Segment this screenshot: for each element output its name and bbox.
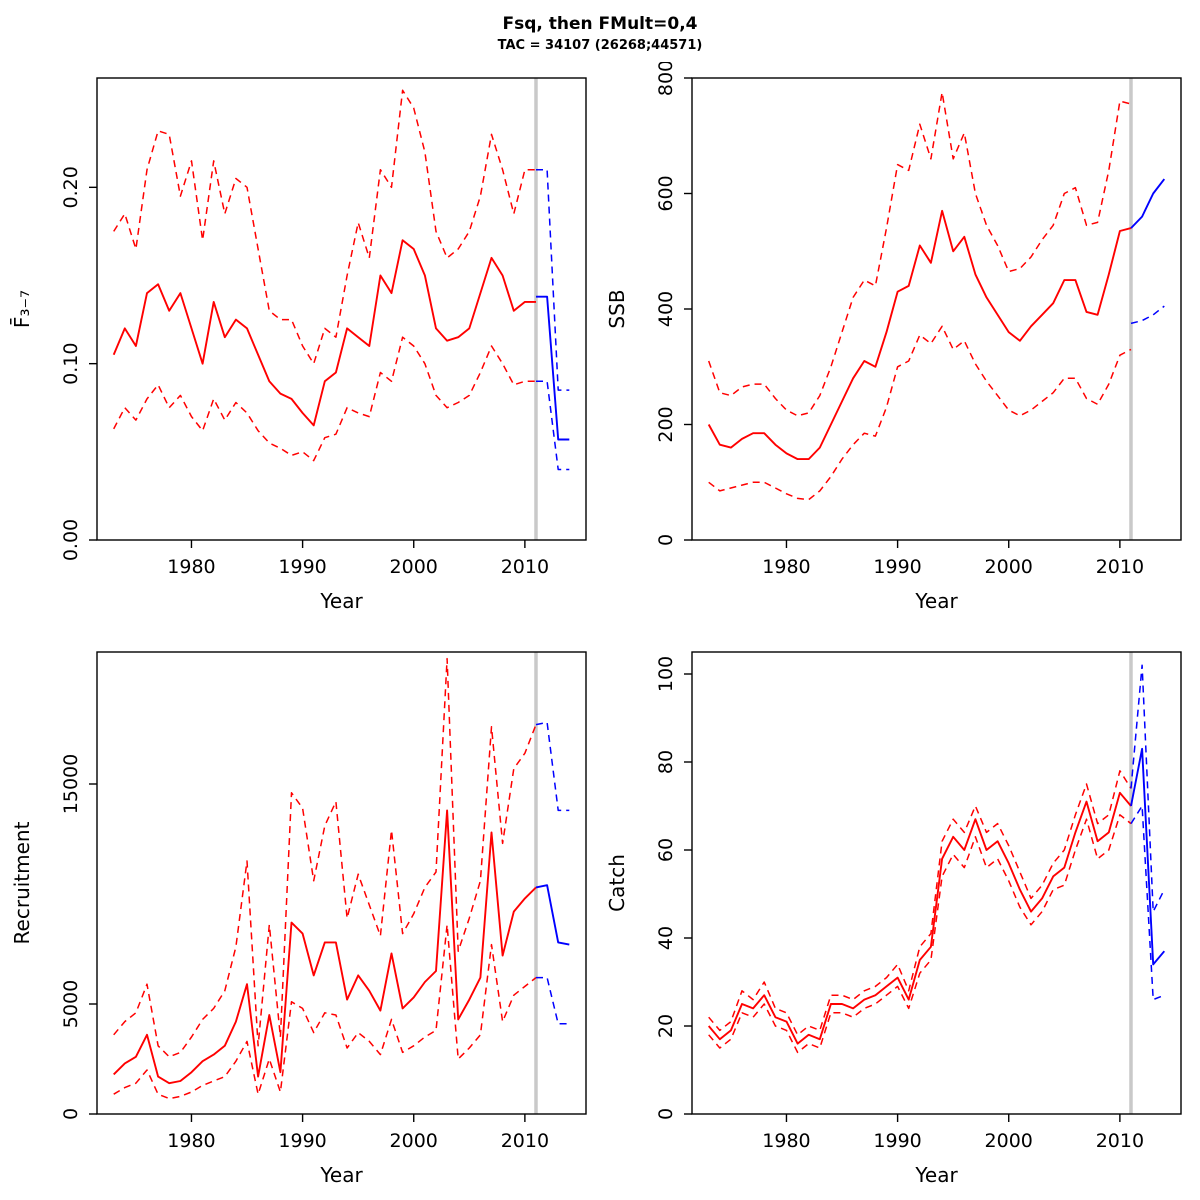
x-tick-label: 1980: [167, 556, 215, 578]
x-axis-title: Year: [319, 589, 363, 613]
x-tick-label: 1990: [873, 1130, 921, 1152]
series-forecast-upper: [1130, 664, 1165, 913]
series-forecast-lower: [536, 380, 570, 471]
y-axis-title: Catch: [605, 854, 629, 912]
x-tick-label: 2010: [501, 556, 549, 578]
series-forecast-lower: [1130, 805, 1165, 1001]
plot-frame: [96, 77, 587, 541]
x-tick-label: 1980: [762, 556, 810, 578]
plot-grid: 1980 1990 2000 2010 0.00 0.10 0.20 Year F̄₃₋₇ 19…: [5, 62, 1195, 1196]
series-lower-bound: [113, 924, 537, 1100]
series-upper-bound: [113, 657, 537, 1058]
y-tick-label: 100: [655, 656, 677, 692]
y-tick-label: 600: [655, 175, 677, 211]
figure-subtitle: TAC = 34107 (26268;44571): [497, 38, 703, 54]
series-upper-bound: [113, 89, 536, 365]
y-tick-label: 0: [60, 1108, 82, 1120]
y-tick-label: 15000: [60, 754, 82, 814]
series-forecast-upper: [536, 168, 570, 391]
x-tick-label: 1990: [873, 556, 921, 578]
y-axis-title: F̄₃₋₇: [9, 290, 34, 328]
series-forecast: [535, 884, 570, 946]
y-tick-label: 20: [655, 1014, 677, 1038]
series-forecast: [1130, 747, 1166, 966]
series-upper-bound: [707, 91, 1132, 417]
series-forecast-upper: [535, 721, 570, 812]
series-lower-bound: [708, 325, 1132, 501]
series-estimate: [707, 791, 1132, 1045]
series-lower-bound: [113, 336, 536, 462]
figure-title: Fsq, then FMult=0,4: [502, 14, 698, 34]
x-tick-label: 2000: [390, 556, 438, 578]
y-tick-label: 0: [655, 534, 677, 546]
plot-catch: 1980 1990 2000 2010 0 20 40 60 80 100 Year Catch: [600, 636, 1195, 1196]
y-tick-label: 400: [655, 291, 677, 327]
x-tick-label: 2010: [1096, 556, 1144, 578]
plot-ssb: 1980 1990 2000 2010 0 200 400 600 800 Year SSB: [600, 62, 1195, 622]
x-axis-title: Year: [914, 1163, 958, 1187]
plot-frame: [691, 77, 1182, 541]
plot-frame: [96, 651, 587, 1115]
y-tick-label: 60: [655, 838, 677, 862]
series-forecast-lower: [536, 976, 570, 1025]
x-tick-label: 1990: [278, 1130, 326, 1152]
y-axis-title: Recruitment: [10, 821, 34, 944]
x-axis-title: Year: [319, 1163, 363, 1187]
series-forecast-lower: [1130, 305, 1165, 325]
series-forecast: [536, 295, 570, 441]
series-estimate: [112, 239, 536, 427]
x-tick-label: 2010: [1096, 1130, 1144, 1152]
x-tick-label: 2000: [985, 1130, 1033, 1152]
x-tick-label: 1990: [278, 556, 326, 578]
plot-fbar: 1980 1990 2000 2010 0.00 0.10 0.20 Year F̄₃₋₇: [5, 62, 600, 622]
x-axis-title: Year: [914, 589, 958, 613]
y-tick-label: 80: [655, 750, 677, 774]
series-estimate: [707, 209, 1132, 461]
series-lower-bound: [708, 814, 1132, 1054]
plot-recruitment: 1980 1990 2000 2010 0 5000 15000 Year Recruitmen…: [5, 636, 600, 1196]
y-tick-label: 0.00: [60, 519, 82, 561]
x-tick-label: 2000: [985, 556, 1033, 578]
y-axis-title: SSB: [605, 289, 629, 328]
x-tick-label: 2000: [390, 1130, 438, 1152]
x-tick-label: 2010: [501, 1130, 549, 1152]
series-estimate: [113, 809, 537, 1085]
y-tick-label: 0.20: [60, 166, 82, 208]
y-tick-label: 0: [655, 1108, 677, 1120]
series-forecast: [1130, 178, 1166, 229]
series-upper-bound: [708, 770, 1132, 1036]
y-tick-label: 5000: [60, 980, 82, 1028]
y-tick-label: 40: [655, 926, 677, 950]
plot-frame: [691, 651, 1182, 1115]
figure-header: Fsq, then FMult=0,4 TAC = 34107 (26268;4…: [0, 14, 1200, 55]
y-tick-label: 200: [655, 406, 677, 442]
x-tick-label: 1980: [762, 1130, 810, 1152]
y-tick-label: 0.10: [60, 343, 82, 385]
y-tick-label: 800: [655, 62, 677, 96]
x-tick-label: 1980: [167, 1130, 215, 1152]
